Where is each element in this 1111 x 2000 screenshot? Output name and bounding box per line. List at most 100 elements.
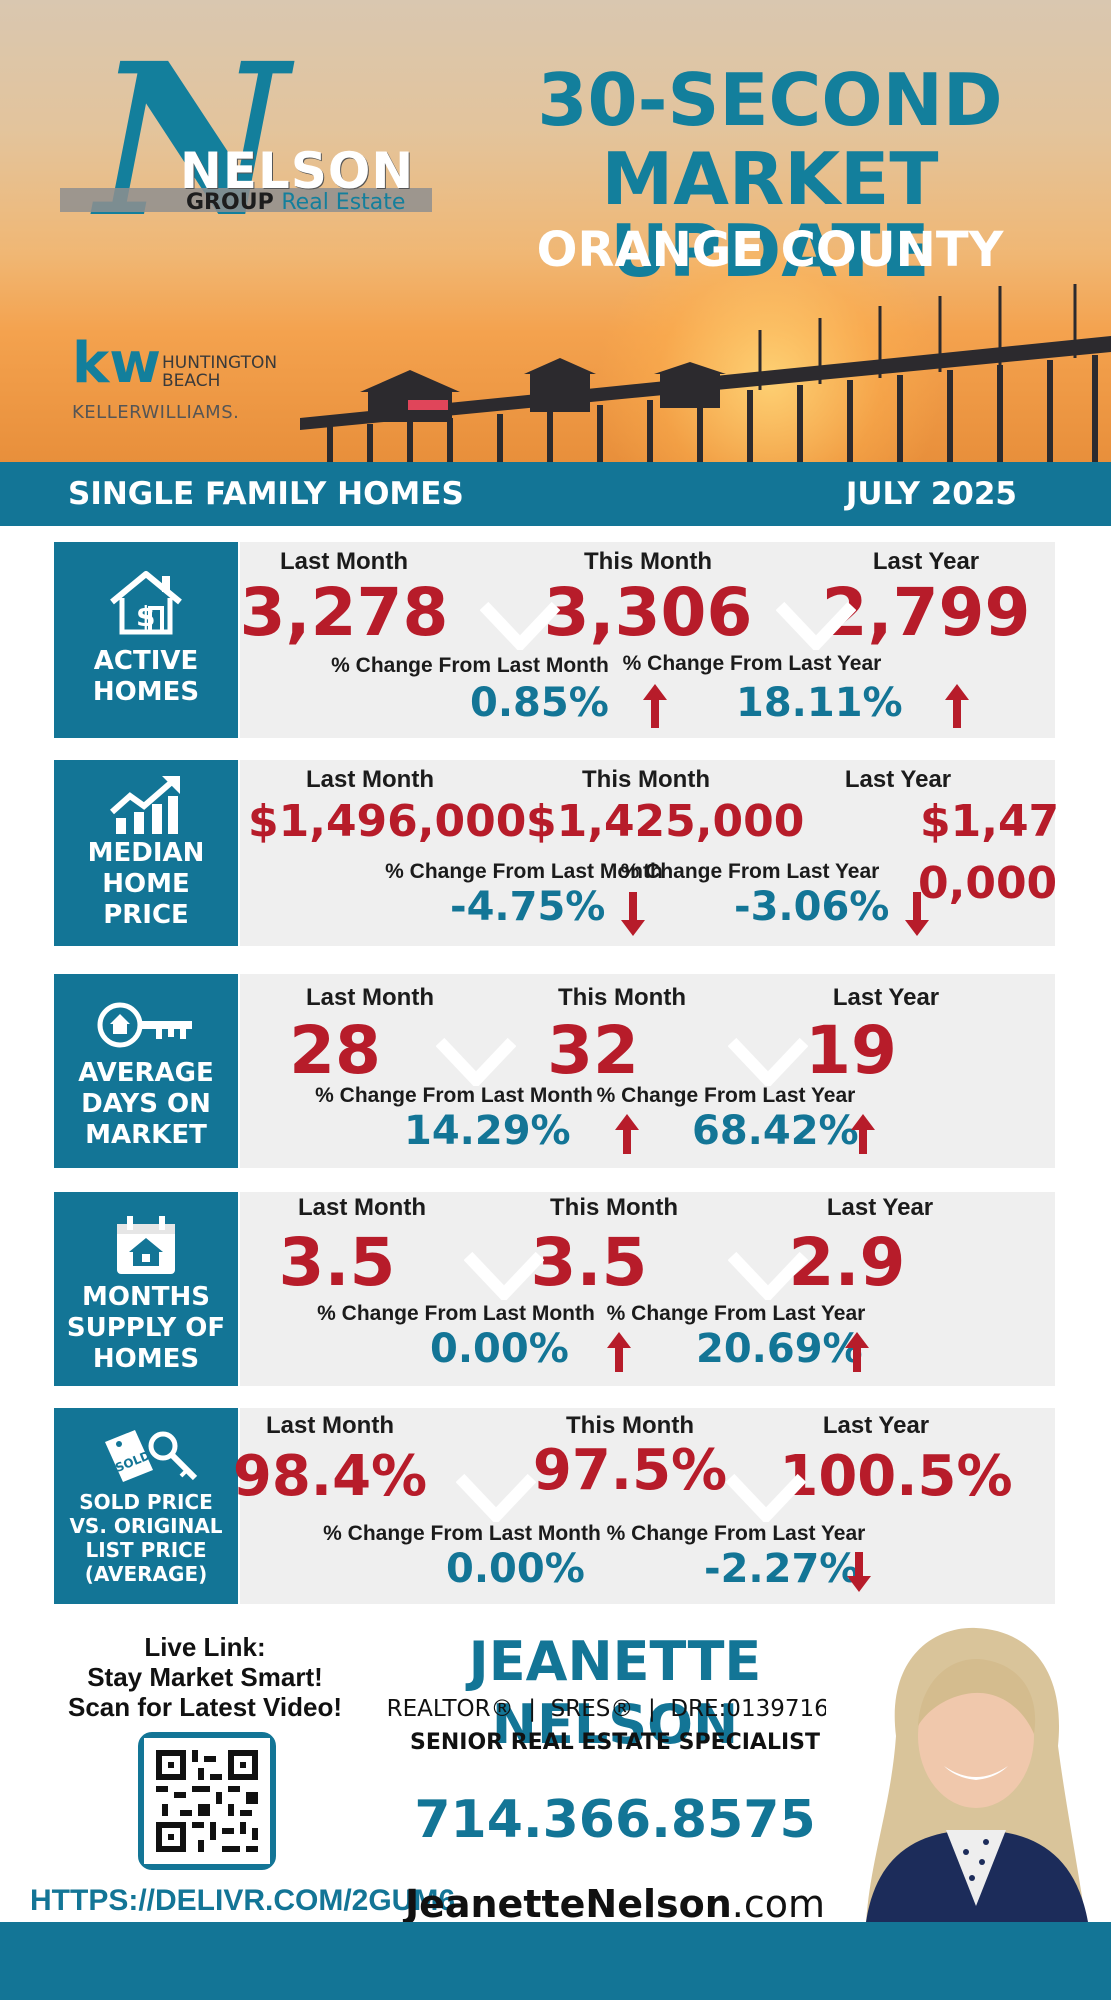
chevron-icon bbox=[728, 1251, 808, 1300]
pct-last-month-value: -4.75% bbox=[450, 884, 606, 930]
last-month-value: 3,278 bbox=[239, 574, 449, 651]
pct-last-year-value: 68.42% bbox=[692, 1108, 859, 1154]
chevron-icon bbox=[436, 1037, 516, 1086]
pct-last-month-label: % Change From Last Month bbox=[323, 1522, 601, 1545]
period-label: JULY 2025 bbox=[845, 476, 1017, 512]
kw-brand: KELLERWILLIAMS. bbox=[72, 402, 240, 423]
pct-last-month-label: % Change From Last Month bbox=[331, 654, 609, 677]
video-link[interactable]: HTTPS://DELIVR.COM/2GUM6 bbox=[30, 1884, 456, 1917]
last-month-value: 98.4% bbox=[232, 1444, 428, 1509]
region-title: ORANGE COUNTY bbox=[536, 222, 1004, 278]
this-month-heading: This Month bbox=[550, 1194, 678, 1221]
metric-card-median-price: MEDIAN HOME PRICE Last Month This Month La… bbox=[54, 760, 1060, 946]
agent-photo bbox=[826, 1616, 1111, 1922]
arrow-down-icon bbox=[621, 892, 645, 936]
arrow-up-icon bbox=[615, 1114, 639, 1154]
this-month-value: $1,425,000 bbox=[526, 796, 805, 847]
pct-last-month-value: 0.00% bbox=[446, 1546, 585, 1592]
metric-card-days-on-market: AVERAGE DAYS ON MARKET Last Month This Mon… bbox=[54, 974, 1055, 1168]
pct-last-year-value: 18.11% bbox=[736, 680, 903, 726]
this-month-value: 97.5% bbox=[532, 1438, 728, 1503]
arrow-up-icon bbox=[643, 684, 667, 728]
live-link-text: Live Link: Stay Market Smart! Scan for L… bbox=[67, 1632, 343, 1722]
metric-values-panel: Last Month This Month Last Year 28 32 19… bbox=[240, 974, 1055, 1168]
metric-label: AVERAGE DAYS ON MARKET bbox=[78, 1058, 214, 1150]
chevron-icon bbox=[480, 601, 560, 650]
category-label: SINGLE FAMILY HOMES bbox=[68, 476, 464, 512]
metric-values-panel: Last Month This Month Last Year 98.4% 97… bbox=[233, 1408, 1055, 1604]
pct-last-month-value: 0.00% bbox=[430, 1326, 569, 1372]
metric-label: MEDIAN HOME PRICE bbox=[87, 838, 205, 930]
metric-values-panel: Last Month This Month Last Year 3.5 3.5 … bbox=[240, 1192, 1055, 1386]
arrow-up-icon bbox=[851, 1114, 875, 1154]
agent-title: SENIOR REAL ESTATE SPECIALIST bbox=[409, 1730, 821, 1755]
pct-last-year-label: % Change From Last Year bbox=[622, 652, 882, 675]
pct-last-year-label: % Change From Last Year bbox=[596, 1084, 856, 1107]
title-line-1: 30-SECOND bbox=[537, 58, 1003, 142]
kw-mark: kw bbox=[72, 331, 161, 396]
last-year-heading: Last Year bbox=[826, 1194, 934, 1221]
logo-subtitle: GROUP Real Estate bbox=[186, 190, 406, 215]
last-year-value: 2,799 bbox=[821, 574, 1031, 651]
last-month-value: 3.5 bbox=[278, 1224, 396, 1301]
metric-label: MONTHS SUPPLY OF HOMES bbox=[66, 1282, 226, 1374]
house-key-icon bbox=[97, 1002, 192, 1048]
metric-label-panel: MEDIAN HOME PRICE bbox=[54, 760, 238, 946]
pct-last-year-value: 20.69% bbox=[696, 1326, 863, 1372]
metric-label: ACTIVE HOMES bbox=[92, 646, 200, 707]
qr-code[interactable] bbox=[138, 1732, 276, 1870]
last-year-heading: Last Year bbox=[872, 548, 980, 575]
sold-tag-key-icon: SOLD bbox=[105, 1430, 198, 1482]
footer-band bbox=[0, 1922, 1111, 2000]
kw-office: HUNTINGTON BEACH bbox=[162, 353, 278, 391]
pct-last-year-value: -2.27% bbox=[704, 1546, 860, 1592]
this-month-heading: This Month bbox=[558, 984, 686, 1011]
chevron-icon bbox=[456, 1473, 536, 1522]
arrow-up-icon bbox=[607, 1332, 631, 1372]
last-month-value: 28 bbox=[289, 1012, 381, 1089]
nelson-group-logo: N NELSON GROUP Real Estate bbox=[56, 36, 436, 256]
chevron-icon bbox=[728, 1037, 808, 1086]
pct-last-year-label: % Change From Last Year bbox=[620, 860, 880, 883]
pct-last-year-label: % Change From Last Year bbox=[606, 1522, 866, 1545]
agent-phone[interactable]: 714.366.8575 bbox=[414, 1790, 816, 1850]
this-month-heading: This Month bbox=[584, 548, 712, 575]
last-year-value-part2: 0,000 bbox=[918, 858, 1058, 909]
arrow-up-icon bbox=[945, 684, 969, 728]
chevron-icon bbox=[464, 1251, 544, 1300]
last-year-value: 100.5% bbox=[779, 1444, 1013, 1509]
growth-chart-house-icon bbox=[110, 776, 180, 834]
qr-code-icon bbox=[144, 1738, 270, 1864]
last-year-value-part1: $1,47 bbox=[920, 796, 1060, 847]
metric-values-panel: Last Month This Month Last Year $1,496,0… bbox=[240, 760, 1060, 946]
hero-banner: N NELSON GROUP Real Estate 30-SECOND MAR… bbox=[0, 0, 1111, 462]
last-year-heading: Last Year bbox=[832, 984, 940, 1011]
metric-label: SOLD PRICE VS. ORIGINAL LIST PRICE (AVERAGE… bbox=[69, 1490, 223, 1586]
this-month-heading: This Month bbox=[566, 1412, 694, 1439]
arrow-down-icon bbox=[847, 1552, 871, 1592]
logo-name: NELSON bbox=[180, 142, 415, 200]
last-month-heading: Last Month bbox=[306, 984, 434, 1011]
metric-card-months-supply: MONTHS SUPPLY OF HOMES Last Month This Mon… bbox=[54, 1192, 1055, 1386]
agent-website[interactable]: JeanetteNelson.com bbox=[404, 1882, 826, 1926]
last-month-heading: Last Month bbox=[280, 548, 408, 575]
last-year-heading: Last Year bbox=[822, 1412, 930, 1439]
pct-last-year-value: -3.06% bbox=[734, 884, 890, 930]
keller-williams-logo: kw HUNTINGTON BEACH KELLERWILLIAMS. bbox=[72, 336, 292, 426]
arrow-down-icon bbox=[905, 892, 929, 936]
metric-card-active-homes: $ ACTIVE HOMES Last Month This Month Last… bbox=[54, 542, 1055, 738]
last-month-heading: Last Month bbox=[266, 1412, 394, 1439]
metric-label-panel: AVERAGE DAYS ON MARKET bbox=[54, 974, 238, 1168]
svg-text:$: $ bbox=[136, 600, 155, 633]
calendar-house-icon bbox=[117, 1216, 175, 1274]
last-year-value: 19 bbox=[805, 1012, 897, 1089]
pct-last-month-value: 14.29% bbox=[404, 1108, 571, 1154]
metric-label-panel: SOLD SOLD PRICE VS. ORIGINAL LIST PRICE (AV… bbox=[54, 1408, 238, 1604]
last-year-heading: Last Year bbox=[844, 766, 952, 793]
pct-last-month-label: % Change From Last Month bbox=[315, 1084, 593, 1107]
metric-values-panel: Last Month This Month Last Year 3,278 3,… bbox=[240, 542, 1055, 738]
this-month-value: 3.5 bbox=[530, 1224, 648, 1301]
this-month-value: 32 bbox=[547, 1012, 639, 1089]
agent-name: JEANETTE NELSON bbox=[468, 1630, 762, 1756]
pct-last-month-label: % Change From Last Month bbox=[317, 1302, 595, 1325]
